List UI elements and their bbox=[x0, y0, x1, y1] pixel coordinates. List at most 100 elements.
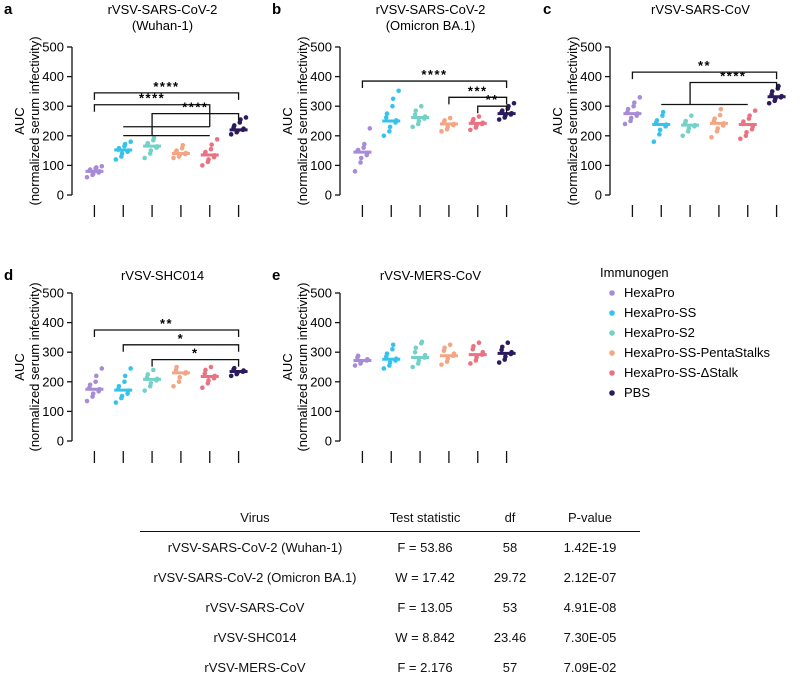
data-point bbox=[352, 363, 358, 368]
data-point bbox=[94, 373, 99, 379]
data-point bbox=[499, 344, 505, 350]
data-point bbox=[238, 117, 243, 122]
chart-title: rVSV-SARS-CoV-2 bbox=[108, 2, 218, 17]
chart-panel-b: b rVSV-SARS-CoV-2(Omicron BA.1) AUC (normal… bbox=[272, 1, 517, 217]
data-point bbox=[766, 100, 772, 106]
data-point bbox=[145, 140, 151, 146]
data-point bbox=[741, 119, 746, 124]
data-point bbox=[94, 165, 99, 170]
data-point bbox=[128, 366, 133, 371]
data-point bbox=[231, 123, 237, 128]
data-point bbox=[87, 382, 93, 388]
stats-cell-df: 53 bbox=[502, 600, 518, 615]
data-point bbox=[200, 385, 205, 391]
y-tick-label: 400 bbox=[310, 315, 332, 330]
stats-cell-p-value: 4.91E-08 bbox=[563, 600, 617, 615]
data-point bbox=[709, 134, 714, 140]
data-point bbox=[384, 351, 390, 356]
data-point bbox=[84, 174, 90, 180]
data-point bbox=[717, 112, 723, 118]
legend-entry: HexaPro-SS-PentaStalks bbox=[624, 345, 770, 360]
significance-bracket bbox=[689, 81, 778, 105]
y-tick-label: 100 bbox=[42, 404, 64, 419]
y-tick-label: 100 bbox=[42, 158, 64, 173]
significance-label: **** bbox=[139, 91, 165, 106]
data-point bbox=[747, 113, 752, 118]
data-point bbox=[128, 139, 133, 145]
y-tick-label: 500 bbox=[580, 40, 602, 55]
chart-title: rVSV-SARS-CoV bbox=[651, 2, 750, 17]
data-point bbox=[506, 103, 511, 109]
stats-cell-virus: rVSV-SARS-CoV bbox=[205, 600, 305, 615]
stats-row: rVSV-SHC014 W = 8.842 23.46 7.30E-05 bbox=[140, 622, 640, 652]
legend-entry: PBS bbox=[624, 385, 650, 400]
y-tick-label: 500 bbox=[42, 286, 64, 301]
y-axis-label: AUC bbox=[280, 107, 295, 134]
data-point bbox=[412, 112, 418, 117]
data-point bbox=[177, 375, 183, 380]
data-point bbox=[410, 124, 415, 130]
y-tick-label: 300 bbox=[310, 345, 332, 360]
chart-title: (Omicron BA.1) bbox=[386, 18, 476, 33]
legend-marker bbox=[609, 370, 615, 376]
data-point bbox=[471, 116, 476, 122]
data-point bbox=[743, 133, 749, 139]
data-point bbox=[738, 136, 743, 142]
y-tick-label: 0 bbox=[595, 188, 602, 203]
data-point bbox=[214, 137, 220, 142]
data-point bbox=[622, 121, 628, 127]
y-axis-label: AUC bbox=[280, 353, 295, 380]
data-point bbox=[660, 113, 665, 118]
significance-label: **** bbox=[153, 79, 179, 94]
data-point bbox=[476, 114, 482, 119]
data-point bbox=[384, 111, 390, 116]
panel-letter: e bbox=[272, 267, 280, 284]
y-tick-label: 500 bbox=[310, 286, 332, 301]
data-point bbox=[396, 88, 401, 94]
data-point bbox=[744, 129, 749, 135]
legend: Immunogen HexaPro HexaPro-SS HexaPro-S2 Hexa… bbox=[600, 265, 770, 400]
y-tick-label: 0 bbox=[325, 434, 332, 449]
panel-letter: a bbox=[4, 1, 13, 18]
y-tick-label: 200 bbox=[310, 374, 332, 389]
data-point bbox=[769, 89, 775, 94]
data-point bbox=[171, 155, 176, 161]
data-point bbox=[113, 157, 119, 162]
data-point bbox=[387, 124, 393, 130]
legend-marker bbox=[609, 310, 615, 316]
stats-cell-statistic: F = 2.176 bbox=[397, 660, 453, 675]
chart-panel-a: a rVSV-SARS-CoV-2(Wuhan-1) AUC (normalized … bbox=[4, 1, 249, 217]
data-point bbox=[358, 155, 364, 161]
data-point bbox=[145, 372, 151, 377]
y-tick-label: 200 bbox=[42, 128, 64, 143]
data-point bbox=[352, 169, 358, 174]
data-point bbox=[410, 364, 415, 370]
y-axis-label: (normalized serum infectivity) bbox=[27, 282, 42, 451]
y-tick-label: 400 bbox=[42, 69, 64, 84]
data-point bbox=[358, 160, 363, 165]
data-point bbox=[752, 108, 758, 113]
data-point bbox=[471, 343, 476, 349]
stats-header-virus: Virus bbox=[140, 506, 370, 532]
data-point bbox=[660, 109, 666, 115]
data-point bbox=[171, 383, 176, 389]
significance-bracket bbox=[448, 96, 508, 105]
data-point bbox=[632, 100, 637, 105]
data-point bbox=[228, 132, 234, 137]
data-point bbox=[776, 83, 781, 89]
significance-bracket bbox=[93, 92, 240, 100]
panel-letter: d bbox=[4, 267, 13, 284]
data-point bbox=[390, 342, 396, 348]
chart-panel-d: d rVSV-SHC014 AUC (normalized serum infecti… bbox=[4, 267, 248, 463]
data-point bbox=[142, 388, 147, 393]
stats-cell-df: 58 bbox=[502, 540, 518, 555]
data-point bbox=[445, 356, 451, 362]
legend-entry: HexaPro-SS-ΔStalk bbox=[624, 365, 739, 380]
chart-title: rVSV-MERS-CoV bbox=[380, 268, 481, 283]
data-point bbox=[151, 135, 157, 141]
y-tick-label: 200 bbox=[42, 374, 64, 389]
y-tick-label: 100 bbox=[580, 158, 602, 173]
data-point bbox=[174, 148, 179, 153]
data-point bbox=[174, 364, 179, 370]
